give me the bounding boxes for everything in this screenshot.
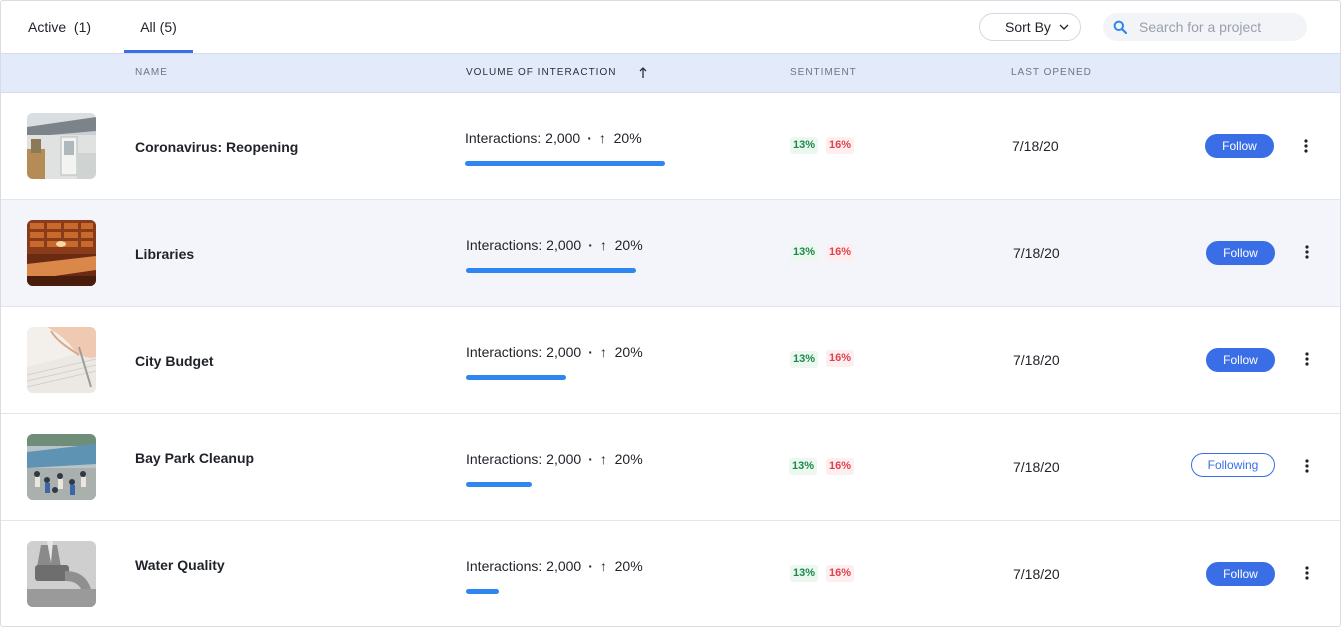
interaction-summary: Interactions: 2,000 · ↑ 20%: [466, 558, 643, 574]
beach-crowd-photo-image: [27, 434, 96, 500]
interaction-count: Interactions: 2,000: [466, 558, 582, 574]
tab-count: (1): [73, 19, 92, 35]
project-thumbnail: [27, 434, 96, 500]
chevron-down-icon: [1059, 24, 1069, 30]
tab-count: (5): [159, 19, 177, 35]
following-button[interactable]: Following: [1191, 453, 1275, 477]
interaction-summary: Interactions: 2,000 · ↑ 20%: [466, 344, 643, 360]
follow-button[interactable]: Follow: [1206, 348, 1275, 372]
table-row[interactable]: Coronavirus: Reopening Interactions: 2,0…: [1, 93, 1340, 200]
table-row[interactable]: Bay Park Cleanup Interactions: 2,000 · ↑ 2…: [1, 414, 1340, 521]
last-opened-date: 7/18/20: [1012, 138, 1059, 154]
search-input[interactable]: [1139, 17, 1299, 37]
last-opened-date: 7/18/20: [1013, 459, 1060, 475]
project-thumbnail: [27, 327, 96, 393]
interaction-change: 20%: [614, 558, 643, 574]
negative-sentiment-badge: 16%: [826, 565, 855, 582]
faucet-photo-image: [27, 541, 96, 607]
volume-bar: [466, 589, 499, 594]
interaction-summary: Interactions: 2,000 · ↑ 20%: [466, 451, 643, 467]
volume-bar: [466, 375, 566, 380]
interaction-change: 20%: [613, 130, 642, 146]
more-options-icon[interactable]: [1302, 565, 1312, 581]
project-name[interactable]: City Budget: [135, 353, 214, 369]
follow-button[interactable]: Follow: [1205, 134, 1274, 158]
up-arrow-icon: ↑: [599, 237, 607, 253]
interaction-count: Interactions: 2,000: [466, 451, 582, 467]
follow-button[interactable]: Follow: [1206, 241, 1275, 265]
volume-bar: [466, 268, 636, 273]
last-opened-date: 7/18/20: [1013, 352, 1060, 368]
column-header-name[interactable]: Name: [135, 67, 168, 78]
negative-sentiment-badge: 16%: [826, 350, 855, 367]
tab-label: Active: [28, 19, 67, 35]
negative-sentiment-badge: 16%: [826, 244, 855, 261]
up-arrow-icon: ↑: [599, 344, 607, 360]
tab-all[interactable]: All (5): [124, 1, 193, 53]
tab-active[interactable]: Active (1): [28, 1, 91, 53]
search-icon: [1113, 20, 1127, 34]
project-name[interactable]: Libraries: [135, 246, 195, 262]
interaction-count: Interactions: 2,000: [466, 344, 582, 360]
table-row[interactable]: Water Quality Interactions: 2,000 · ↑ 20% …: [1, 521, 1340, 626]
negative-sentiment-badge: 16%: [826, 458, 855, 475]
volume-bar: [465, 161, 665, 166]
column-header-sentiment[interactable]: Sentiment: [790, 67, 857, 78]
interaction-summary: Interactions: 2,000 · ↑ 20%: [465, 130, 642, 146]
positive-sentiment-badge: 13%: [790, 351, 819, 368]
project-thumbnail: [27, 113, 96, 179]
more-options-icon[interactable]: [1302, 351, 1312, 367]
separator-dot: ·: [588, 558, 593, 574]
more-options-icon[interactable]: [1301, 138, 1311, 154]
last-opened-date: 7/18/20: [1013, 245, 1060, 261]
follow-button[interactable]: Follow: [1206, 562, 1275, 586]
active-tab-indicator: [124, 50, 193, 53]
column-header-last-opened[interactable]: Last Opened: [1011, 67, 1092, 78]
library-photo-image: [27, 220, 96, 286]
sort-ascending-arrow-icon[interactable]: [638, 66, 648, 80]
project-name[interactable]: Coronavirus: Reopening: [135, 139, 299, 155]
separator-dot: ·: [587, 130, 592, 146]
separator-dot: ·: [588, 451, 593, 467]
negative-sentiment-badge: 16%: [826, 137, 855, 154]
project-name[interactable]: Bay Park Cleanup: [135, 450, 255, 466]
project-thumbnail: [27, 541, 96, 607]
toolbar: Active (1) All (5) Sort By: [1, 1, 1340, 53]
writing-hand-photo-image: [27, 327, 96, 393]
interaction-change: 20%: [614, 344, 643, 360]
up-arrow-icon: ↑: [599, 451, 607, 467]
sort-by-button[interactable]: Sort By: [979, 13, 1081, 41]
table-header: Name Volume of Interaction Sentiment Las…: [1, 53, 1340, 93]
interaction-change: 20%: [614, 237, 643, 253]
project-name[interactable]: Water Quality: [135, 557, 225, 573]
up-arrow-icon: ↑: [598, 130, 606, 146]
volume-bar: [466, 482, 532, 487]
up-arrow-icon: ↑: [599, 558, 607, 574]
interaction-count: Interactions: 2,000: [465, 130, 581, 146]
more-options-icon[interactable]: [1302, 244, 1312, 260]
tab-label: All: [140, 19, 156, 35]
separator-dot: ·: [588, 237, 593, 253]
interaction-change: 20%: [614, 451, 643, 467]
column-header-volume[interactable]: Volume of Interaction: [466, 67, 617, 78]
separator-dot: ·: [588, 344, 593, 360]
more-options-icon[interactable]: [1302, 458, 1312, 474]
positive-sentiment-badge: 13%: [790, 244, 819, 261]
sort-by-label: Sort By: [1005, 19, 1051, 35]
table-row[interactable]: Libraries Interactions: 2,000 · ↑ 20% 13% …: [1, 200, 1340, 307]
positive-sentiment-badge: 13%: [789, 458, 818, 475]
positive-sentiment-badge: 13%: [790, 137, 819, 154]
interaction-summary: Interactions: 2,000 · ↑ 20%: [466, 237, 643, 253]
house-photo-image: [27, 113, 96, 179]
interaction-count: Interactions: 2,000: [466, 237, 582, 253]
search-box[interactable]: [1103, 13, 1307, 41]
positive-sentiment-badge: 13%: [790, 565, 819, 582]
table-row[interactable]: City Budget Interactions: 2,000 · ↑ 20% 13…: [1, 307, 1340, 414]
last-opened-date: 7/18/20: [1013, 566, 1060, 582]
project-thumbnail: [27, 220, 96, 286]
